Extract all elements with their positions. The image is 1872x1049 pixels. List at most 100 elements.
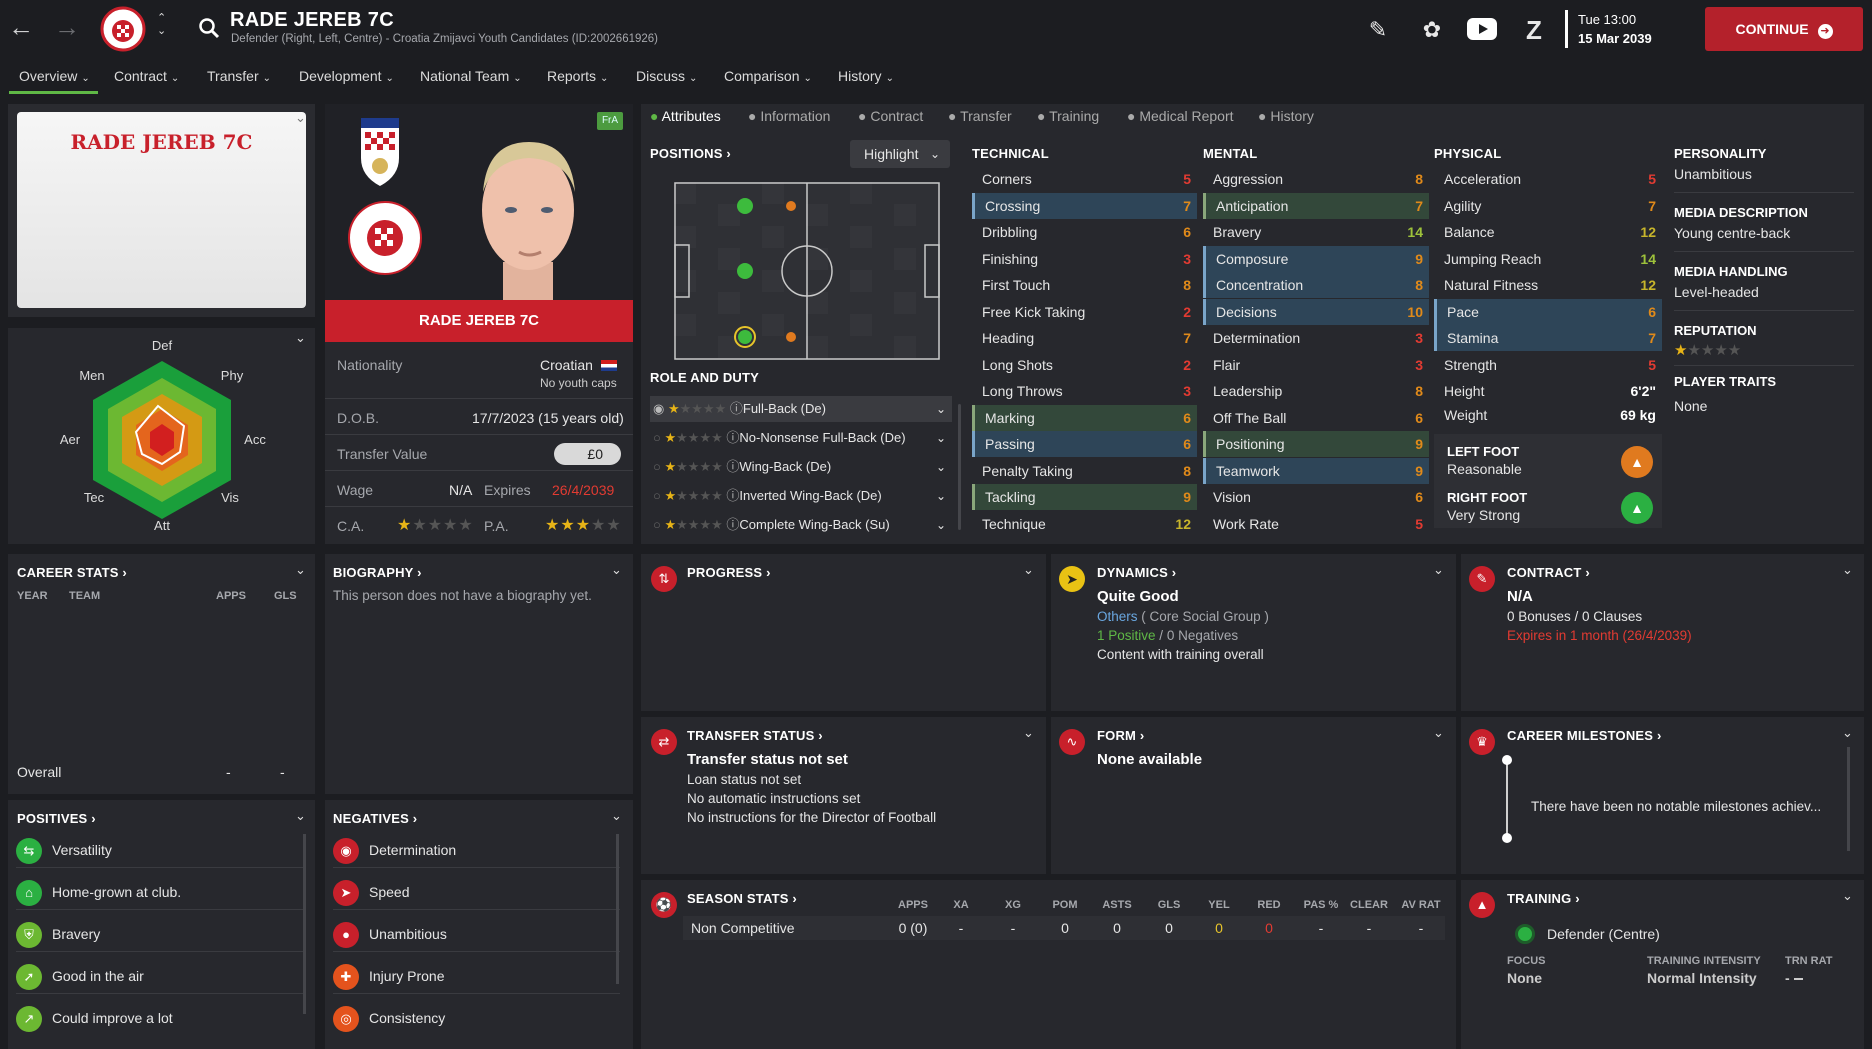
list-item[interactable]: ⌂ Home-grown at club.	[16, 874, 303, 910]
list-item[interactable]: ➚ Good in the air	[16, 958, 303, 994]
attr-row[interactable]: Positioning 9	[1203, 431, 1429, 457]
chevron-down-icon[interactable]: ⌄	[935, 402, 946, 416]
attr-row[interactable]: Natural Fitness 12	[1444, 277, 1656, 293]
negatives-heading[interactable]: NEGATIVES ›	[333, 811, 418, 826]
positives-scrollbar[interactable]	[303, 834, 306, 1014]
player-card[interactable]: RADE JEREB 7C	[17, 112, 306, 308]
milestones-heading[interactable]: CAREER MILESTONES ›	[1507, 728, 1662, 743]
attr-row[interactable]: Off The Ball 6	[1213, 409, 1423, 426]
roles-scrollbar[interactable]	[958, 404, 961, 530]
contract-heading[interactable]: CONTRACT ›	[1507, 565, 1590, 580]
tab-overview[interactable]: Overview ⌄	[19, 68, 90, 84]
biography-heading[interactable]: BIOGRAPHY ›	[333, 565, 422, 580]
attr-row[interactable]: Corners 5	[982, 171, 1191, 187]
chevron-down-icon[interactable]: ⌄	[1842, 725, 1853, 740]
attr-row[interactable]: Teamwork 9	[1203, 457, 1429, 484]
attr-row[interactable]: Long Shots 2	[982, 356, 1191, 373]
chevron-down-icon[interactable]: ⌄	[1842, 888, 1853, 903]
club-crest-icon[interactable]	[100, 6, 146, 52]
tab-discuss[interactable]: Discuss ⌄	[636, 68, 698, 84]
attr-row[interactable]: Technique 12	[982, 515, 1191, 532]
tab-development[interactable]: Development ⌄	[299, 68, 394, 84]
attr-row[interactable]: Determination 3	[1213, 330, 1423, 346]
attr-row[interactable]: Agility 7	[1444, 197, 1656, 214]
positives-heading[interactable]: POSITIVES ›	[17, 811, 96, 826]
tab-reports[interactable]: Reports ⌄	[547, 68, 609, 84]
role-row[interactable]: ○ ★★★★★ ⓘNo-Nonsense Full-Back (De) ⌄	[650, 425, 952, 451]
pencil-icon[interactable]: ✎	[1368, 17, 1388, 42]
attr-row[interactable]: Work Rate 5	[1213, 515, 1423, 532]
positions-heading[interactable]: POSITIONS ›	[650, 146, 731, 161]
negatives-scrollbar[interactable]	[616, 834, 619, 984]
attr-row[interactable]: Vision 6	[1213, 489, 1423, 505]
training-heading[interactable]: TRAINING ›	[1507, 891, 1580, 906]
info-icon[interactable]: ⓘ	[726, 517, 740, 532]
list-item[interactable]: ➤ Speed	[333, 874, 620, 910]
z-logo-icon[interactable]: Z	[1526, 15, 1542, 45]
list-item[interactable]: ◉ Determination	[333, 832, 620, 868]
info-icon[interactable]: ⓘ	[729, 401, 743, 416]
list-item[interactable]: ● Unambitious	[333, 916, 620, 952]
list-item[interactable]: ✚ Injury Prone	[333, 958, 620, 994]
attr-row[interactable]: Penalty Taking 8	[982, 462, 1191, 479]
attr-row[interactable]: Balance 12	[1444, 224, 1656, 240]
attr-row[interactable]: Heading 7	[982, 330, 1191, 346]
chevron-down-icon[interactable]: ⌄	[1023, 562, 1034, 577]
attr-row[interactable]: Acceleration 5	[1444, 171, 1656, 187]
forward-arrow-icon[interactable]: →	[54, 12, 80, 42]
attr-row[interactable]: First Touch 8	[982, 277, 1191, 293]
subtab-attributes[interactable]: ● Attributes	[650, 108, 721, 124]
brain-icon[interactable]: ✿	[1422, 17, 1442, 42]
attr-row[interactable]: Concentration 8	[1203, 272, 1429, 298]
radio-icon[interactable]: ○	[653, 517, 661, 532]
role-row[interactable]: ○ ★★★★★ ⓘWing-Back (De) ⌄	[650, 454, 952, 480]
list-item[interactable]: ↗ Could improve a lot	[16, 1000, 303, 1036]
role-row[interactable]: ◉ ★★★★★ ⓘFull-Back (De) ⌄	[650, 396, 952, 422]
chevron-down-icon[interactable]: ⌄	[935, 518, 946, 532]
subtab-contract[interactable]: ● Contract	[858, 108, 924, 124]
radio-selected-icon[interactable]: ◉	[653, 401, 665, 416]
dynamics-heading[interactable]: DYNAMICS ›	[1097, 565, 1177, 580]
highlight-dropdown[interactable]: Highlight ⌄	[850, 140, 950, 168]
radio-icon[interactable]: ○	[653, 488, 661, 503]
back-arrow-icon[interactable]: ←	[8, 12, 34, 42]
social-group-link[interactable]: Others	[1097, 609, 1138, 624]
tab-national-team[interactable]: National Team ⌄	[420, 68, 522, 84]
radar-chevron-icon[interactable]: ⌄	[295, 330, 306, 345]
card-chevron-icon[interactable]: ⌄	[295, 110, 306, 125]
attr-row[interactable]: Leadership 8	[1213, 383, 1423, 399]
chevron-down-icon[interactable]: ⌄	[611, 808, 622, 823]
tab-transfer[interactable]: Transfer ⌄	[207, 68, 271, 84]
chevron-down-icon[interactable]: ⌄	[295, 562, 306, 577]
list-item[interactable]: ⛨ Bravery	[16, 916, 303, 952]
form-heading[interactable]: FORM ›	[1097, 728, 1145, 743]
attr-row[interactable]: Flair 3	[1213, 356, 1423, 373]
attr-row[interactable]: Free Kick Taking 2	[982, 303, 1191, 320]
transfer-status-heading[interactable]: TRANSFER STATUS ›	[687, 728, 823, 743]
role-row[interactable]: ○ ★★★★★ ⓘComplete Wing-Back (Su) ⌄	[650, 512, 952, 538]
radio-icon[interactable]: ○	[653, 459, 661, 474]
attr-row[interactable]: Decisions 10	[1203, 298, 1429, 325]
chevron-down-icon[interactable]: ⌄	[295, 808, 306, 823]
season-stats-heading[interactable]: SEASON STATS ›	[687, 891, 797, 906]
youtube-icon[interactable]	[1467, 18, 1497, 40]
tab-comparison[interactable]: Comparison ⌄	[724, 68, 812, 84]
role-row[interactable]: ○ ★★★★★ ⓘInverted Wing-Back (De) ⌄	[650, 483, 952, 509]
attr-row[interactable]: Composure 9	[1203, 245, 1429, 272]
chevron-down-icon[interactable]: ⌄	[935, 460, 946, 474]
attr-row[interactable]: Strength 5	[1444, 356, 1656, 373]
attr-row[interactable]: Anticipation 7	[1203, 192, 1429, 219]
subtab-training[interactable]: ● Training	[1037, 108, 1100, 124]
attr-row[interactable]: Crossing 7	[972, 192, 1197, 219]
tab-history[interactable]: History ⌄	[838, 68, 894, 84]
info-icon[interactable]: ⓘ	[726, 430, 740, 445]
attr-row[interactable]: Jumping Reach 14	[1444, 250, 1656, 267]
attr-row[interactable]: Bravery 14	[1213, 224, 1423, 240]
info-icon[interactable]: ⓘ	[726, 459, 740, 474]
radio-icon[interactable]: ○	[653, 430, 661, 445]
attr-row[interactable]: Aggression 8	[1213, 171, 1423, 187]
attr-row[interactable]: Stamina 7	[1434, 325, 1662, 351]
list-item[interactable]: ⇆ Versatility	[16, 832, 303, 868]
tab-contract[interactable]: Contract ⌄	[114, 68, 180, 84]
chevron-down-icon[interactable]: ⌄	[935, 489, 946, 503]
